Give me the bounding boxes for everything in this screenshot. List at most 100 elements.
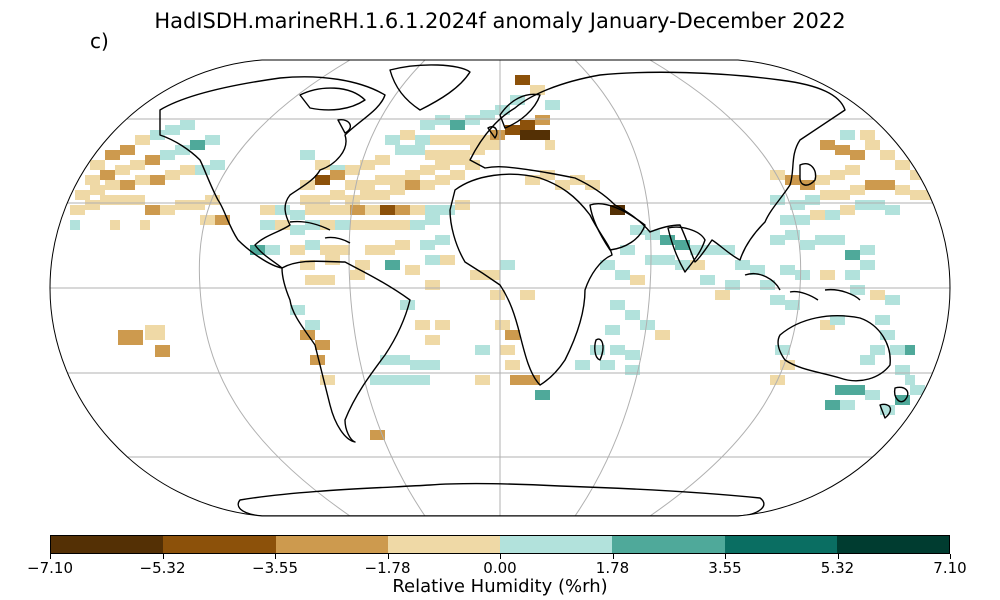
anomaly-cell [135,135,150,145]
anomaly-cell [415,375,430,385]
anomaly-cell [600,260,615,270]
anomaly-cell [115,165,130,175]
anomaly-cell [540,170,555,180]
anomaly-cell [840,400,855,410]
anomaly-cell [895,395,910,405]
anomaly-cell [625,350,640,360]
anomaly-cell [840,205,855,215]
anomaly-cell [545,140,555,150]
anomaly-cell [320,205,335,215]
anomaly-cell [435,115,450,125]
anomaly-cell [90,160,105,170]
anomaly-cell [365,220,380,230]
anomaly-cell [675,240,690,250]
anomaly-cell [345,180,360,190]
colorbar-tick [837,554,839,559]
anomaly-cell [850,185,865,195]
anomaly-cell [165,170,180,180]
anomaly-cell [780,360,795,370]
anomaly-cell [535,115,550,125]
anomaly-cell [145,205,160,215]
anomaly-cell [435,235,450,245]
chart-title: HadISDH.marineRH.1.6.1.2024f anomaly Jan… [154,9,846,33]
anomaly-cell [455,200,470,210]
anomaly-cell [395,220,410,230]
anomaly-cell [395,355,410,365]
anomaly-cell [315,340,330,350]
anomaly-cell [415,320,430,330]
anomaly-cell [600,360,615,370]
anomaly-cell [410,145,425,155]
anomaly-cell [155,345,170,357]
anomaly-cell [775,345,790,355]
anomaly-cell [625,365,640,375]
anomaly-cell [510,95,525,105]
anomaly-cell [180,120,195,130]
anomaly-cell [910,170,925,180]
anomaly-cell [380,220,395,230]
anomaly-cell [760,280,775,290]
anomaly-cell [830,315,845,325]
anomaly-cell [845,165,860,175]
colorbar-label: Relative Humidity (%rh) [392,576,608,597]
anomaly-cell [880,405,895,415]
anomaly-cell [655,330,670,340]
anomaly-cell [385,260,400,270]
anomaly-cell [725,280,740,290]
anomaly-cell [265,245,280,255]
anomaly-cell [675,260,690,270]
anomaly-cell [195,165,210,175]
anomaly-cell [860,245,875,255]
anomaly-cell [335,220,350,230]
anomaly-cell [410,360,425,370]
anomaly-cell [165,125,180,135]
anomaly-cell [505,360,520,370]
anomaly-cell [350,205,365,215]
anomaly-cell [140,220,150,230]
anomaly-cell [865,180,880,190]
anomaly-cell [70,205,85,215]
anomaly-cell [615,270,630,280]
anomaly-cell [515,75,530,85]
anomaly-cell [320,245,335,255]
anomaly-cell [770,235,785,245]
anomaly-cell [475,345,490,355]
anomaly-cell [410,220,425,230]
anomaly-cell [260,205,275,215]
anomaly-cell [275,220,290,230]
anomaly-cell [610,300,625,310]
colorbar-tick [500,554,501,559]
anomaly-cell [865,390,880,400]
anomaly-cell [435,175,450,185]
anomaly-cell [175,200,190,210]
anomaly-cell [865,140,880,150]
anomaly-cell [290,210,305,220]
anomaly-cell [365,205,380,215]
anomaly-cell [505,330,520,340]
anomaly-cell [815,175,830,185]
anomaly-cell [885,205,900,215]
anomaly-cell [835,385,850,395]
anomaly-cell [510,375,525,385]
anomaly-cell [645,230,660,240]
anomaly-cell [330,190,345,200]
anomaly-cell [275,205,290,215]
anomaly-cell [305,275,320,285]
anomaly-cell [720,245,735,255]
anomaly-cell [875,315,890,325]
anomaly-cell [130,160,145,170]
anomaly-cell [830,235,845,245]
anomaly-cell [405,170,420,180]
colorbar-segment [51,536,164,553]
anomaly-cell [420,240,435,250]
anomaly-cell [205,195,220,205]
anomaly-cell [605,325,620,335]
anomaly-cell [880,330,895,340]
anomaly-cell [440,205,455,215]
anomaly-cell [365,245,380,255]
anomaly-cell [290,245,305,255]
colorbar-tick [612,554,614,559]
anomaly-cell [375,155,390,165]
anomaly-cell [325,255,340,265]
anomaly-cell [360,180,375,190]
